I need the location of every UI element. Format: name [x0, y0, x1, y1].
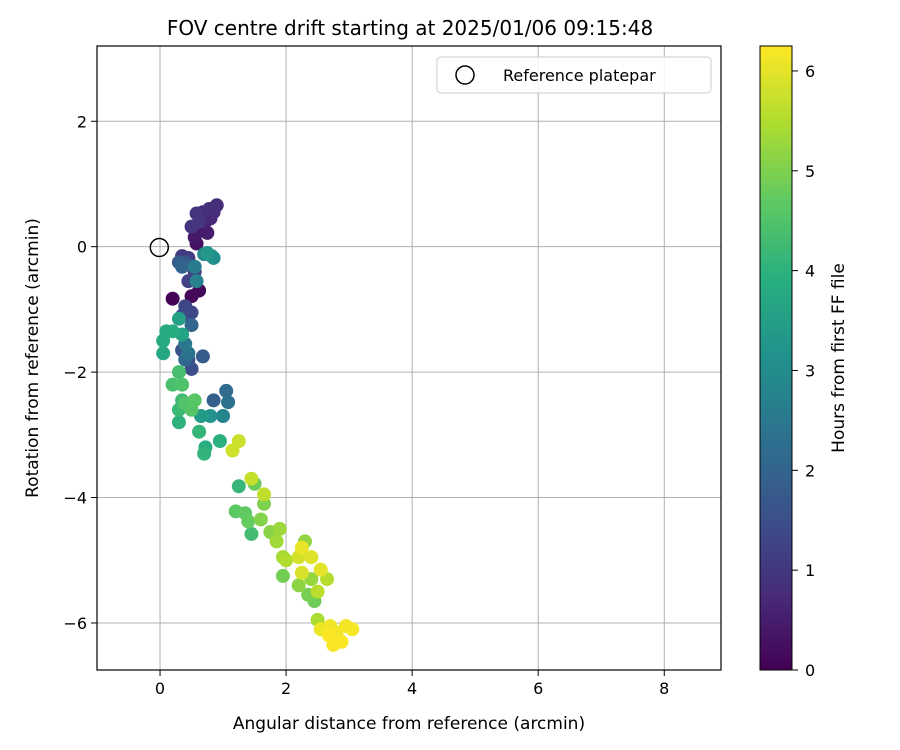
y-tick-label: −2 — [63, 363, 87, 382]
data-point — [156, 333, 171, 348]
data-point — [294, 565, 309, 580]
data-point — [313, 562, 328, 577]
data-point — [195, 349, 210, 364]
data-point — [272, 521, 287, 536]
data-point — [187, 259, 202, 274]
legend-box — [436, 56, 712, 94]
data-point — [244, 471, 259, 486]
data-point — [171, 415, 186, 430]
data-point — [165, 291, 180, 306]
colorbar-tick-label: 5 — [805, 162, 815, 181]
data-point — [321, 628, 336, 643]
y-tick-label: −4 — [63, 489, 87, 508]
data-point — [257, 487, 272, 502]
colorbar-tick-label: 1 — [805, 561, 815, 580]
data-point — [175, 259, 190, 274]
data-point — [187, 393, 202, 408]
data-point — [212, 434, 227, 449]
data-point — [189, 274, 204, 289]
data-point — [275, 568, 290, 583]
data-points — [156, 198, 360, 652]
legend-entry-reference-platepar: Reference platepar — [503, 66, 656, 85]
x-tick-label: 2 — [281, 679, 291, 698]
reference-marker — [149, 237, 170, 258]
y-tick-label: −6 — [63, 614, 87, 633]
data-point — [202, 202, 217, 217]
data-point — [171, 365, 186, 380]
data-point — [225, 443, 240, 458]
data-point — [192, 214, 207, 229]
y-tick-label: 0 — [77, 238, 87, 257]
data-point — [294, 540, 309, 555]
colorbar-tick-label: 4 — [805, 262, 815, 281]
data-point — [231, 479, 246, 494]
colorbar-tick-label: 2 — [805, 461, 815, 480]
data-point — [156, 346, 171, 361]
data-point — [192, 424, 207, 439]
data-point — [269, 534, 284, 549]
colorbar-tick-label: 0 — [805, 661, 815, 680]
colorbar-label: Hours from first FF file — [829, 263, 849, 453]
colorbar-tick-label: 3 — [805, 361, 815, 380]
data-point — [253, 512, 268, 527]
data-point — [279, 553, 294, 568]
data-point — [291, 578, 306, 593]
y-axis-label: Rotation from reference (arcmin) — [23, 218, 43, 498]
y-tick-label: 2 — [77, 112, 87, 131]
colorbar-ticks: 0 1 2 3 4 5 6 — [792, 62, 815, 680]
data-point — [244, 526, 259, 541]
data-point — [221, 395, 236, 410]
data-point — [165, 324, 180, 339]
data-point — [184, 318, 199, 333]
data-point — [197, 446, 212, 461]
x-axis-label: Angular distance from reference (arcmin) — [233, 714, 585, 734]
x-tick-label: 6 — [533, 679, 543, 698]
data-point — [219, 383, 234, 398]
data-point — [310, 584, 325, 599]
x-tick-label: 0 — [155, 679, 165, 698]
data-point — [200, 225, 215, 240]
grid-lines — [97, 46, 721, 670]
data-point — [216, 409, 231, 424]
colorbar-tick-label: 6 — [805, 62, 815, 81]
axis-ticks: 0 2 4 6 8 −6 −4 −2 0 2 — [63, 112, 669, 698]
colorbar-gradient — [759, 45, 793, 671]
data-point — [241, 514, 256, 529]
data-point — [345, 622, 360, 637]
chart-title: FOV centre drift starting at 2025/01/06 … — [167, 16, 653, 40]
legend: Reference platepar — [436, 56, 712, 94]
data-point — [334, 634, 349, 649]
x-tick-label: 8 — [659, 679, 669, 698]
data-point — [171, 311, 186, 326]
plot-frame — [96, 45, 722, 671]
data-point — [200, 245, 215, 260]
legend-marker-icon — [455, 65, 475, 85]
data-point — [175, 377, 190, 392]
colorbar: 0 1 2 3 4 5 6 Hours from first FF file — [759, 45, 849, 680]
data-point — [206, 393, 221, 408]
data-point — [304, 550, 319, 565]
x-tick-label: 4 — [407, 679, 417, 698]
